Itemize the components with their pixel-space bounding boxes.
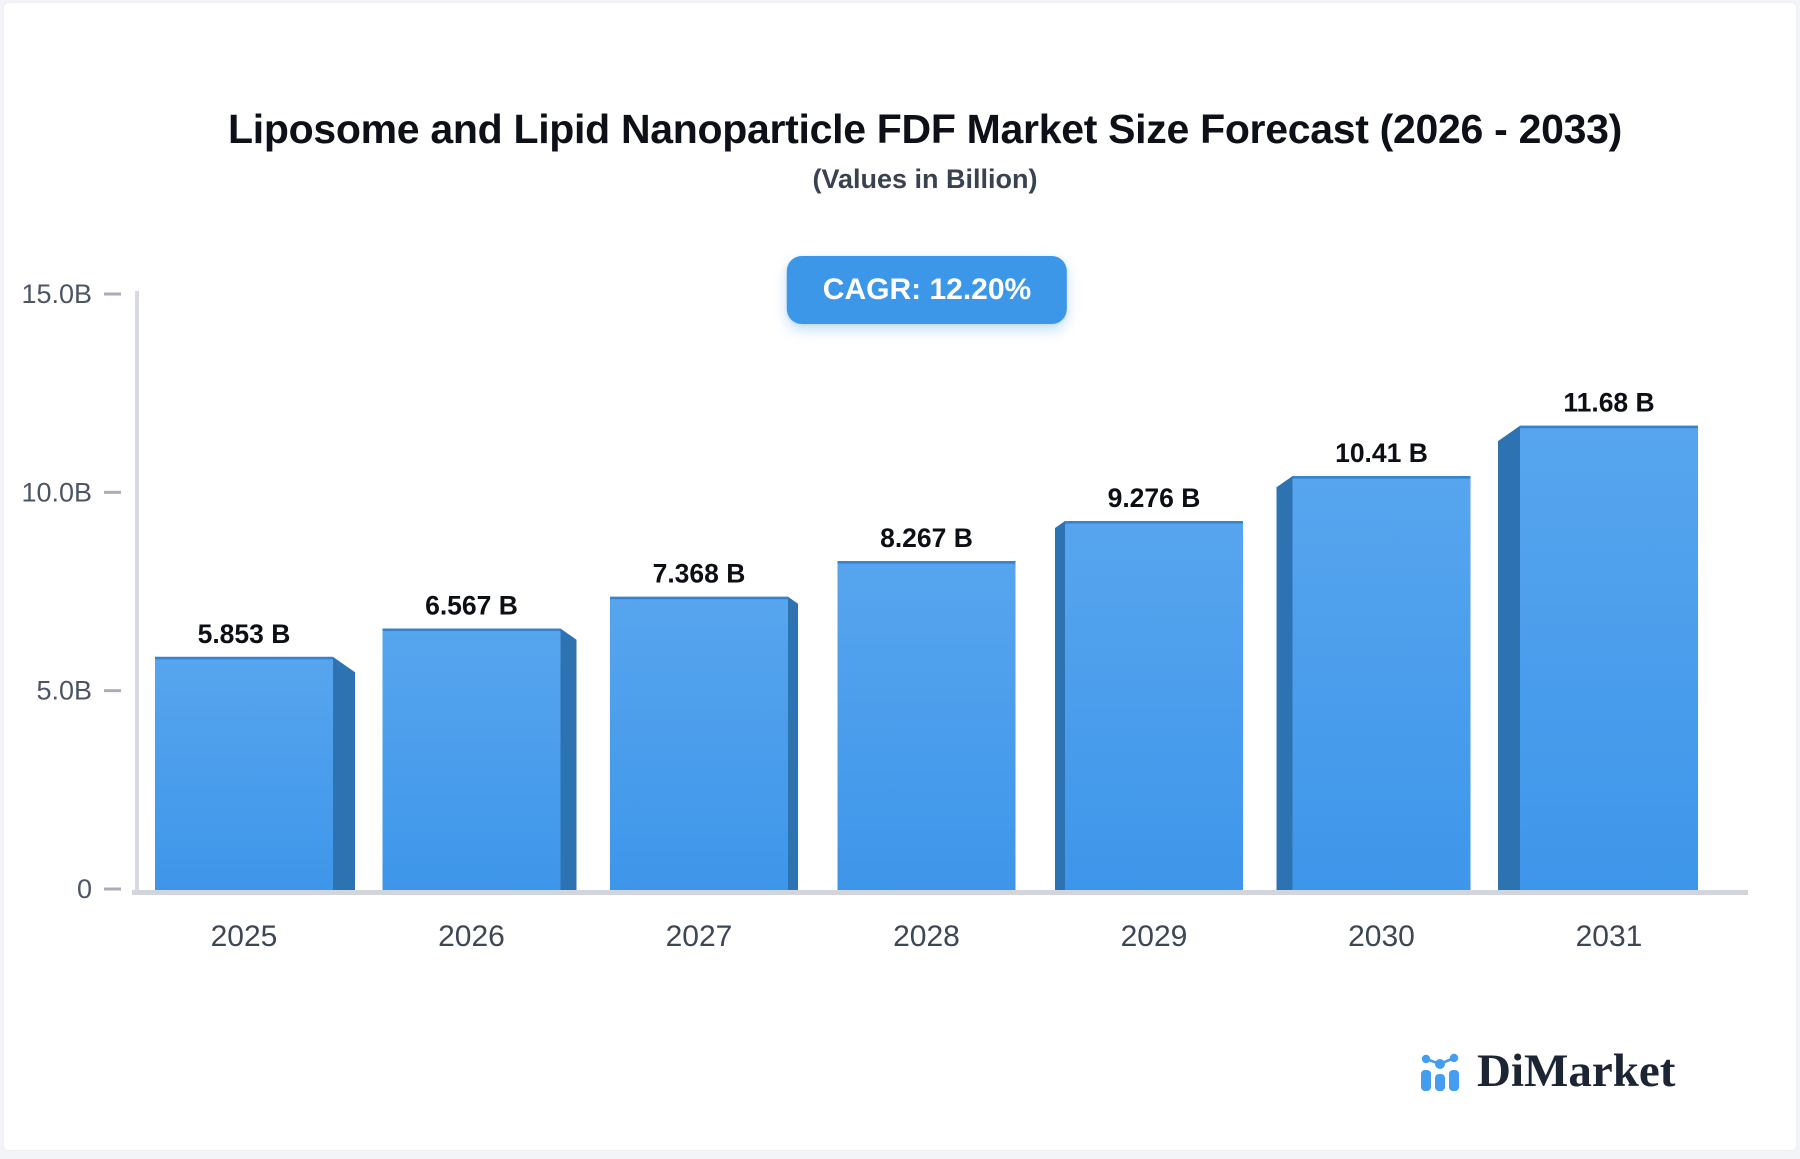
y-tick	[104, 292, 121, 296]
y-tick-label: 0	[77, 874, 92, 904]
bar-side-face	[560, 628, 577, 890]
bar-value-label: 7.368 B	[653, 559, 746, 589]
x-tick-label: 2027	[666, 920, 733, 953]
y-tick	[104, 689, 121, 693]
bar-top-edge	[610, 596, 788, 600]
cagr-badge: CAGR: 12.20%	[786, 256, 1068, 324]
x-tick-label: 2026	[438, 920, 505, 953]
bar	[1520, 425, 1698, 890]
bar-top-edge	[1292, 476, 1471, 479]
brand-name: DiMarket	[1477, 1044, 1676, 1097]
bar-value-label: 5.853 B	[198, 619, 291, 649]
bar-value-label: 9.276 B	[1108, 483, 1201, 513]
bar	[1292, 476, 1471, 890]
bar	[1065, 521, 1243, 890]
x-tick-label: 2029	[1121, 920, 1188, 953]
chart-title: Liposome and Lipid Nanoparticle FDF Mark…	[228, 106, 1622, 152]
bar-value-label: 10.41 B	[1335, 438, 1428, 468]
chart-header: Liposome and Lipid Nanoparticle FDF Mark…	[54, 3, 1796, 195]
y-tick	[104, 490, 121, 494]
bar-side-face	[1055, 521, 1065, 890]
y-tick-label: 15.0B	[21, 279, 92, 309]
chart-card: Liposome and Lipid Nanoparticle FDF Mark…	[3, 2, 1797, 1151]
bar-side-face	[788, 596, 798, 890]
bar-chart: 15.0B 10.0B 5.0B 0 5.853 B 2025 6.567 B 2026 7.3…	[21, 279, 1748, 953]
bar-value-label: 11.68 B	[1563, 388, 1654, 418]
x-axis-line	[132, 890, 1748, 895]
bar-top-edge	[1520, 425, 1698, 429]
bar	[155, 656, 333, 890]
chart-subtitle: (Values in Billion)	[812, 164, 1038, 195]
x-tick-label: 2025	[211, 920, 278, 953]
bar	[837, 561, 1016, 890]
x-tick-label: 2031	[1576, 920, 1643, 953]
bar-value-label: 8.267 B	[880, 523, 973, 553]
bar-top-edge	[382, 628, 561, 632]
bar-side-face	[333, 656, 355, 890]
bar	[610, 596, 788, 890]
bar-chart-logo-icon	[1421, 1053, 1459, 1091]
x-tick-label: 2028	[893, 920, 960, 953]
y-tick-label: 10.0B	[21, 477, 92, 507]
x-tick-label: 2030	[1348, 920, 1415, 953]
y-axis-line	[135, 291, 139, 892]
bar-top-edge	[837, 561, 1016, 564]
bar-top-edge	[1065, 521, 1243, 524]
bar-side-face	[1498, 425, 1520, 890]
bar-top-edge	[155, 656, 333, 660]
y-tick	[104, 887, 121, 891]
bar-side-face	[1276, 476, 1293, 890]
bar-value-label: 6.567 B	[425, 591, 518, 621]
y-tick-label: 5.0B	[36, 676, 92, 706]
bar	[382, 628, 561, 890]
brand-logo: DiMarket	[1420, 1041, 1676, 1097]
